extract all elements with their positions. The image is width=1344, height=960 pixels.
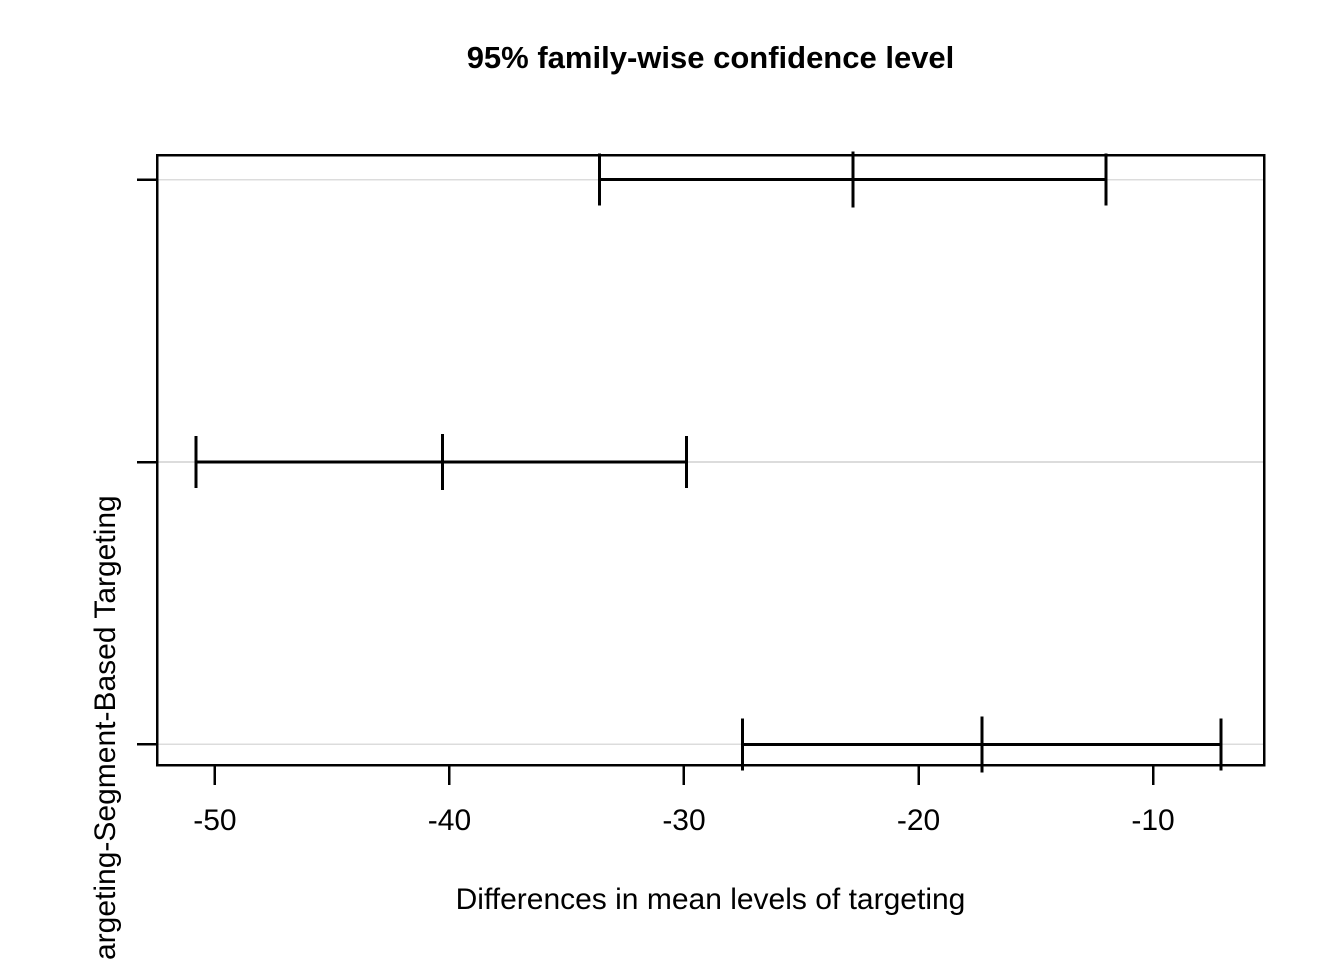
chart-title: 95% family-wise confidence level — [466, 40, 955, 75]
y-axis-tick-label-rotated: argeting-Segment-Based Targeting — [89, 495, 122, 960]
interval-layer — [194, 151, 1223, 773]
x-axis-tick-label: -50 — [193, 804, 236, 837]
x-axis-tick-label: -10 — [1131, 804, 1174, 837]
plot-box — [155, 153, 1266, 767]
x-axis-tick-label: -20 — [897, 804, 940, 837]
axis-layer: -50 -40 -30 -20 -10 — [137, 153, 1266, 837]
x-axis-tick-label: -30 — [662, 804, 705, 837]
x-axis-label: Differences in mean levels of targeting — [455, 883, 966, 916]
x-axis-tick-label: -40 — [428, 804, 471, 837]
